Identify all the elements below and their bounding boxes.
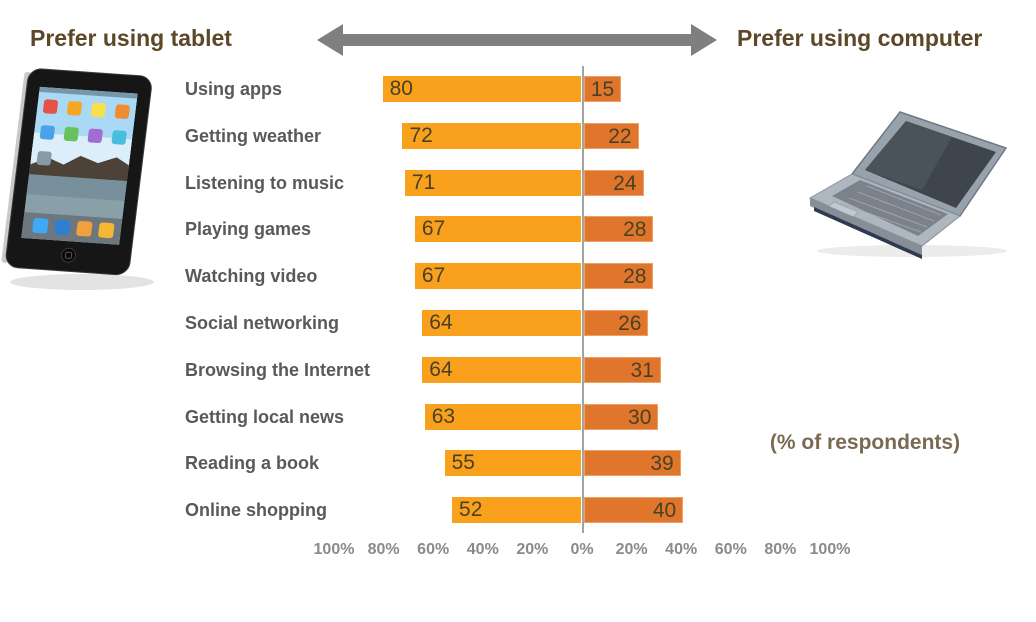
tablet-bar: 64 [422,356,581,383]
tablet-bar-value: 67 [421,264,446,288]
chart-row: Browsing the Internet 64 31 [0,356,1036,383]
category-label: Listening to music [185,172,345,193]
tablet-bar-value: 52 [459,498,483,522]
tablet-bar: 67 [414,216,581,243]
tablet-bar-value: 63 [431,404,456,428]
tablet-bar-value: 67 [421,217,446,241]
axis-tick-label: 100% [809,541,851,558]
category-label: Browsing the Internet [185,359,371,380]
computer-bar: 28 [584,216,654,243]
chart-row: Watching video 67 28 [0,263,1036,290]
axis-tick-label: 40% [466,541,499,558]
category-label: Reading a book [185,453,320,474]
computer-bar-value: 26 [618,312,642,335]
computer-bar-value: 28 [623,265,647,289]
chart-row: Using apps 80 15 [0,76,1036,102]
computer-bar: 40 [584,497,684,524]
tablet-bar: 52 [452,497,581,524]
tablet-bar-value: 71 [411,170,436,194]
tablet-bar: 63 [424,403,581,430]
computer-bar: 30 [584,403,659,430]
left-title: Prefer using tablet [30,25,232,51]
computer-bar-value: 39 [650,452,674,476]
axis-tick-label: 100% [313,541,355,558]
tablet-bar-value: 64 [429,357,453,381]
computer-bar-value: 22 [608,124,632,148]
computer-bar-value: 30 [628,405,652,429]
tablet-bar: 64 [422,310,581,336]
tablet-bar: 80 [382,76,581,102]
tablet-bar-value: 80 [389,77,413,100]
tablet-bar-value: 64 [429,311,453,334]
axis-tick-label: 40% [665,541,698,558]
unit-note: (% of respondents) [769,431,961,454]
category-label: Social networking [185,313,340,333]
zero-axis-line [582,66,584,534]
category-label: Using apps [185,79,283,99]
computer-bar: 24 [584,169,644,196]
chart-row: Playing games 67 28 [0,216,1036,243]
tablet-bar: 55 [444,450,581,477]
computer-bar: 26 [584,310,649,336]
chart-row: Getting local news 63 30 [0,403,1036,430]
category-label: Getting weather [185,125,322,146]
double-arrow-icon [317,24,717,56]
computer-bar-value: 28 [623,218,647,242]
axis-tick-label: 0% [570,541,594,558]
axis-tick-label: 80% [367,541,400,558]
tablet-bar: 72 [402,122,581,149]
category-label: Online shopping [185,500,327,521]
chart-row: Social networking 64 26 [0,310,1036,336]
tablet-bar-value: 72 [409,123,433,147]
tablet-bar: 71 [404,169,581,196]
category-label: Playing games [185,219,312,240]
computer-bar-value: 24 [613,171,637,195]
category-label: Getting local news [185,406,345,427]
computer-bar: 15 [584,76,622,102]
axis-tick-label: 20% [516,541,549,558]
chart-row: Online shopping 52 40 [0,497,1036,524]
chart-row: Listening to music 71 24 [0,169,1036,196]
laptop-image [800,108,1030,263]
axis-tick-label: 60% [417,541,450,558]
computer-bar-value: 15 [590,78,615,101]
chart-row: Reading a book 55 39 [0,450,1036,477]
computer-bar: 39 [584,450,681,477]
category-label: Watching video [185,266,318,287]
axis-tick-label: 80% [764,541,797,558]
right-title: Prefer using computer [737,25,983,51]
computer-bar: 22 [584,122,639,149]
axis-tick-label: 60% [714,541,747,558]
computer-bar: 28 [584,263,654,290]
axis-tick-label: 20% [615,541,648,558]
computer-bar-value: 40 [652,499,677,523]
chart-row: Getting weather 72 22 [0,122,1036,149]
computer-bar: 31 [584,356,661,383]
tablet-bar: 67 [414,263,581,290]
tablet-image [0,66,175,296]
computer-bar-value: 31 [630,358,654,382]
tablet-bar-value: 55 [451,451,475,475]
